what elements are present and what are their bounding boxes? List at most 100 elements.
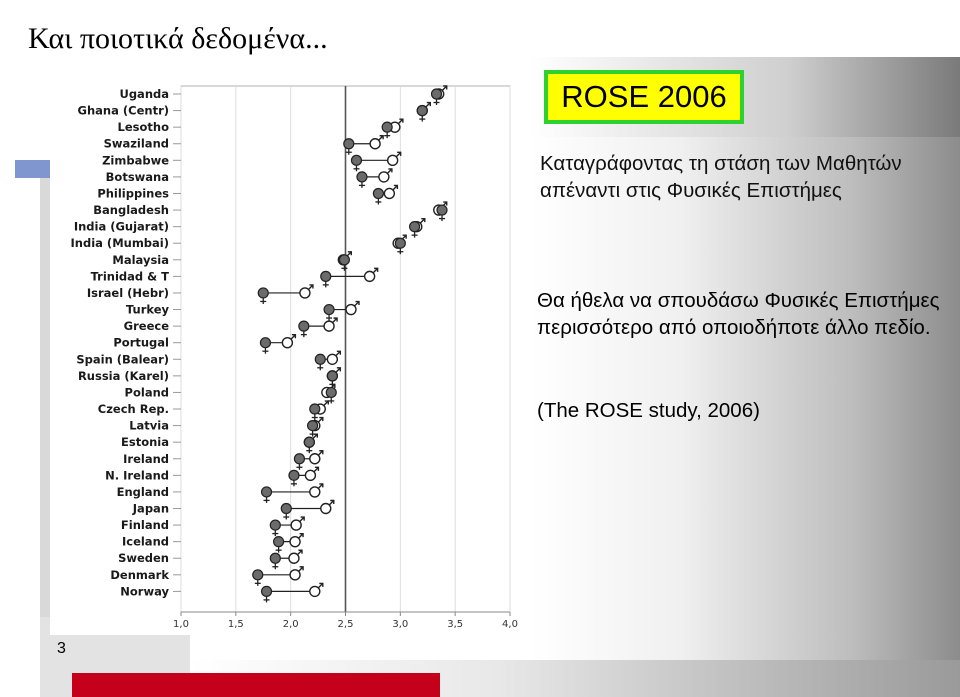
male-arrow [353,301,360,307]
male-arrow-head [397,151,402,156]
male-arrow-head [426,101,431,107]
male-arrow [425,102,431,108]
x-tick-label: 2,5 [338,619,354,630]
male-arrow-head [333,317,338,322]
male-arrow [317,450,324,456]
male-marker [304,469,317,482]
male-marker [363,270,376,283]
category-label: Sweden [118,551,169,565]
x-tick-label: 1,0 [173,619,189,630]
male-arrow [313,466,319,473]
male-marker [309,585,321,598]
female-marker [293,453,306,465]
category-label: Finland [121,518,169,532]
male-arrow-head [374,267,379,272]
x-tick-label: 2,0 [283,619,299,630]
male-arrow-head [399,118,404,123]
category-label: Poland [125,385,169,399]
female-marker [416,104,428,117]
male-arrow [397,118,404,125]
male-marker [309,453,321,465]
male-arrow [317,417,324,423]
male-marker [288,552,300,564]
category-label: Lesotho [118,120,170,134]
male-arrow [298,533,304,539]
category-label: Portugal [113,336,169,350]
female-marker [298,320,310,332]
male-arrow-head [331,383,336,388]
male-marker [383,187,396,200]
male-arrow [386,168,393,174]
female-marker [288,469,300,481]
male-arrow-head [299,532,304,538]
female-marker [260,486,273,498]
female-marker [314,353,326,365]
category-label: India (Mumbai) [71,236,169,250]
male-arrow-head [393,184,399,189]
male-arrow-head [298,549,303,554]
male-arrow-head [319,483,324,488]
male-arrow-head [299,566,304,571]
category-label: Iceland [122,535,169,549]
female-marker [259,337,272,349]
male-arrow-head [355,300,360,306]
female-marker [372,187,384,200]
male-arrow-head [324,400,329,405]
slide-quote: Θα ήθελα να σπουδάσω Φυσικές Επιστήμες π… [537,289,940,339]
category-label: Japan [132,502,169,516]
x-tick-label: 1,5 [228,619,244,630]
category-label: Estonia [121,435,169,449]
male-marker [369,138,381,150]
female-marker [430,88,443,100]
male-arrow [335,367,341,373]
male-marker [290,519,302,531]
male-arrow-head [319,416,324,422]
male-arrow-head [336,350,342,355]
female-marker [269,552,281,564]
male-arrow-head [443,201,448,206]
male-arrow [323,400,329,407]
male-arrow [296,549,303,556]
category-label: Ireland [123,452,169,466]
male-arrow [317,483,324,489]
female-marker [260,585,273,597]
category-label: Malaysia [112,253,169,267]
left-decor-box [15,160,55,178]
male-marker [386,154,399,167]
female-marker [343,138,355,150]
category-label: Spain (Balear) [76,352,169,366]
male-arrow [395,151,402,158]
female-marker [338,254,351,266]
female-marker [381,121,393,133]
category-label: India (Gujarat) [74,220,169,234]
category-label: Denmark [110,568,169,582]
female-marker [303,436,315,448]
category-label: Turkey [126,303,170,317]
male-arrow [419,218,426,224]
rose-chart: 1,0 1,5 2,0 2,5 3,0 3,5 4,0 Uganda Ghana (Centr)… [50,82,530,635]
male-arrow-head [319,582,324,587]
male-arrow-head [388,168,393,173]
category-label: Czech Rep. [98,402,169,416]
category-label: N. Ireland [105,468,169,482]
female-marker [257,287,269,299]
female-marker [408,221,421,233]
male-arrow-head [330,499,335,504]
slide-title: Και ποιοτικά δεδομένα... [28,22,328,55]
male-marker [320,502,332,515]
category-label: Latvia [129,419,169,433]
male-marker [345,303,357,316]
male-arrow-head [379,135,384,140]
female-marker [350,154,363,166]
x-tick-label: 4,0 [502,619,518,630]
category-label: Philippines [97,186,169,200]
female-marker [436,204,448,216]
male-arrow [307,284,314,290]
male-arrow [441,85,448,91]
male-arrow-head [291,333,297,339]
background-gradient [530,57,960,697]
female-marker [325,386,337,399]
male-marker [309,486,321,498]
male-arrow-head [443,85,448,90]
category-label: Uganda [119,87,169,101]
